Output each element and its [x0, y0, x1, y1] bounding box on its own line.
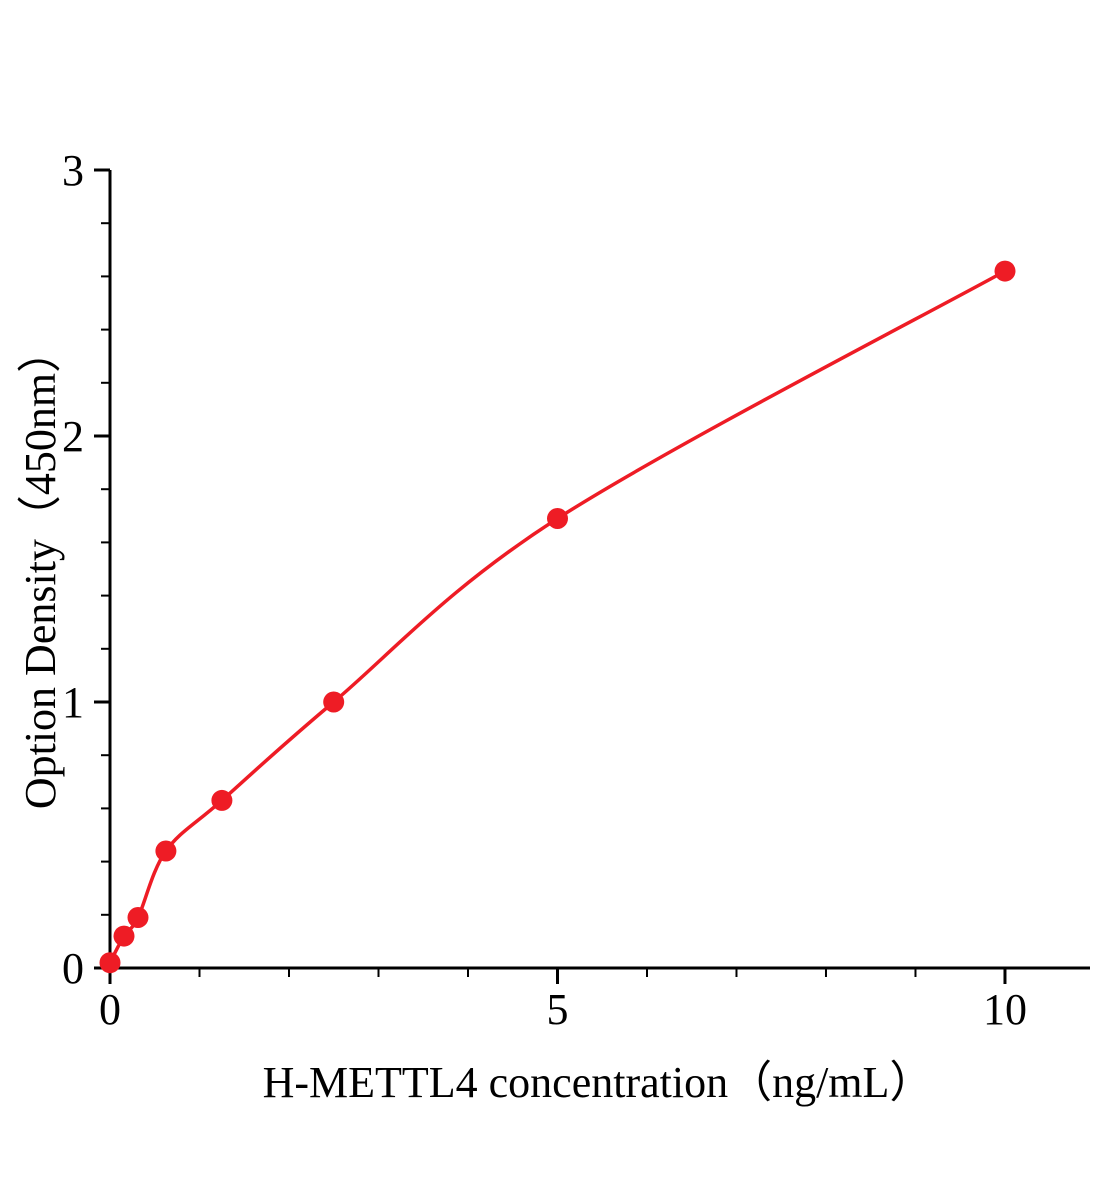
fit-curve	[108, 269, 1006, 964]
x-tick-label: 5	[546, 985, 568, 1034]
y-tick-label: 2	[62, 412, 84, 461]
x-axis-title: H-METTL4 concentration（ng/mL）	[262, 1058, 934, 1107]
data-point	[99, 952, 121, 974]
x-tick-label: 10	[983, 985, 1027, 1034]
data-point	[113, 925, 135, 947]
data-point	[323, 691, 345, 713]
data-point	[994, 260, 1016, 282]
y-tick-label: 3	[62, 146, 84, 195]
y-tick-label: 0	[62, 944, 84, 993]
data-point	[547, 508, 568, 529]
x-tick-label: 0	[99, 985, 121, 1034]
y-axis-title: Option Density（450nm）	[16, 328, 65, 810]
data-point	[211, 789, 233, 811]
data-point	[127, 907, 149, 928]
data-point	[155, 840, 177, 862]
y-tick-label: 1	[62, 678, 84, 727]
